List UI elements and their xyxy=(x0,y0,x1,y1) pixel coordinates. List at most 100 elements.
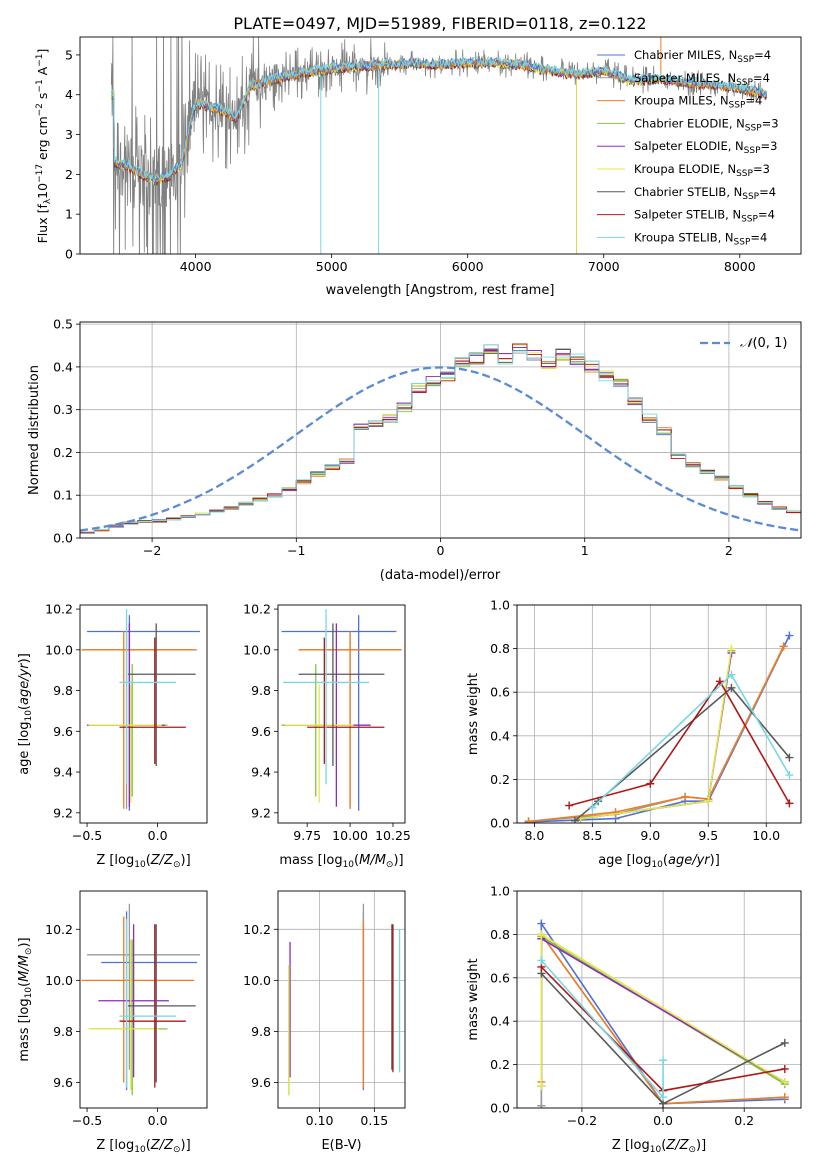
y-tick-label: 9.8 xyxy=(53,1024,73,1039)
point-marker xyxy=(537,1101,546,1108)
y-tick-label: 9.8 xyxy=(53,683,73,698)
label-part: )] xyxy=(181,1138,191,1153)
y-tick-label: 9.2 xyxy=(251,805,271,820)
weight-line xyxy=(580,648,733,820)
label-part: ] xyxy=(35,49,50,54)
label-part: Z [log xyxy=(96,1138,134,1153)
point-marker xyxy=(659,1056,668,1065)
legend-label: Kroupa MILES, NSSP=4 xyxy=(634,94,762,111)
y-tick-label: 10.0 xyxy=(243,973,271,988)
label-part: )] xyxy=(17,653,32,663)
y-tick-label: 2 xyxy=(65,167,73,182)
weight-line xyxy=(528,646,785,823)
label-part: )] xyxy=(710,853,720,868)
y-tick-label: 10.2 xyxy=(243,922,271,937)
label-part: ⊙ xyxy=(173,1145,181,1155)
label-part: A xyxy=(35,66,50,79)
point-marker xyxy=(715,677,724,686)
x-tick-label: 8.5 xyxy=(582,828,602,843)
label-part: age/yr xyxy=(668,853,711,868)
x-axis-label: Z [log10(Z/Z⊙)] xyxy=(96,1138,190,1155)
label-part: −17 xyxy=(35,164,45,183)
plot-area xyxy=(81,903,200,1096)
x-tick-label: 0.10 xyxy=(306,1113,334,1128)
model-line xyxy=(110,55,768,183)
plot-area xyxy=(281,609,402,811)
label-part: =4 xyxy=(753,71,770,85)
label-part: age [log xyxy=(17,722,32,775)
point-marker xyxy=(780,1093,789,1102)
x-tick-label: −0.5 xyxy=(72,828,102,843)
point-marker xyxy=(727,683,736,692)
x-axis-label: (data-model)/error xyxy=(380,568,501,583)
x-axis-label: mass [log10(M/M⊙)] xyxy=(279,853,403,870)
panel-age-vs-mass: 9.75 10.00 10.25 9.2 9.4 9.6 9.8 10.0 10.2 mass [… xyxy=(243,602,411,870)
y-axis-label: mass weight xyxy=(466,673,481,755)
plot-area xyxy=(81,609,200,811)
label-part: =4 xyxy=(754,48,771,62)
x-axis-label: wavelength [Angstrom, rest frame] xyxy=(326,283,555,298)
point-marker xyxy=(565,801,574,810)
point-marker xyxy=(785,753,794,762)
y-tick-label: 10.2 xyxy=(45,602,73,617)
point-marker xyxy=(780,1077,789,1086)
label-part: s xyxy=(35,93,50,104)
label-part: 10 xyxy=(134,860,146,870)
point-marker xyxy=(704,797,713,806)
label-part: Kroupa STELIB, N xyxy=(634,230,734,244)
y-tick-label: 1.0 xyxy=(490,884,510,899)
plot-area xyxy=(80,343,801,535)
x-tick-label: 0.0 xyxy=(148,1113,168,1128)
legend-label: Chabrier ELODIE, NSSP=3 xyxy=(634,116,779,133)
label-part: λ xyxy=(43,198,53,204)
y-tick-label: 0.8 xyxy=(490,641,510,656)
axes-frame xyxy=(516,604,802,824)
label-part: ⊙ xyxy=(688,1145,696,1155)
y-tick-label: 0.8 xyxy=(490,927,510,942)
y-tick-label: 9.6 xyxy=(251,724,271,739)
x-tick-label: 9.5 xyxy=(698,828,718,843)
point-marker xyxy=(588,803,597,812)
label-part: )] xyxy=(17,937,32,947)
y-tick-label: 9.8 xyxy=(251,1024,271,1039)
x-tick-label: 4000 xyxy=(180,259,212,274)
x-tick-label: 8.0 xyxy=(524,828,544,843)
label-part: ( xyxy=(354,853,359,868)
x-tick-label: −0.5 xyxy=(72,1113,102,1128)
label-part: =4 xyxy=(745,94,762,108)
legend-label: Chabrier STELIB, NSSP=4 xyxy=(634,185,776,202)
label-part: −2 xyxy=(35,103,45,116)
x-tick-label: −0.2 xyxy=(567,1113,597,1128)
label-part: Z [log xyxy=(612,1138,650,1153)
label-part: ( xyxy=(146,1138,151,1153)
label-part: =3 xyxy=(753,162,770,176)
point-marker xyxy=(537,930,546,939)
y-tick-label: 0.4 xyxy=(490,1014,510,1029)
point-marker xyxy=(785,799,794,808)
x-axis-label: Z [log10(Z/Z⊙)] xyxy=(96,853,190,870)
plot-area xyxy=(524,631,794,823)
axes-frame xyxy=(79,604,208,824)
axes-frame xyxy=(79,321,802,539)
histogram-step xyxy=(80,344,801,534)
label-part: 10 xyxy=(651,860,663,870)
label-part: ( xyxy=(146,853,151,868)
x-tick-label: 10.25 xyxy=(375,828,411,843)
label-part: SSP xyxy=(736,78,753,88)
label-part: M/M xyxy=(359,853,386,868)
y-tick-label: 10.0 xyxy=(45,973,73,988)
y-tick-label: 10.2 xyxy=(45,922,73,937)
y-axis-label: mass [log10(M/M⊙)] xyxy=(17,937,34,1061)
label-part: (0, 1) xyxy=(752,336,787,351)
normal-curve xyxy=(80,366,801,532)
histogram-step xyxy=(80,347,801,533)
label-part: Salpeter MILES, N xyxy=(634,71,736,85)
point-marker xyxy=(681,792,690,801)
x-axis-label: E(B-V) xyxy=(321,1138,361,1153)
point-marker xyxy=(570,816,579,823)
x-tick-label: 10.00 xyxy=(332,828,368,843)
legend-label: 𝒩(0, 1) xyxy=(740,336,787,351)
y-tick-label: 9.6 xyxy=(251,1075,271,1090)
